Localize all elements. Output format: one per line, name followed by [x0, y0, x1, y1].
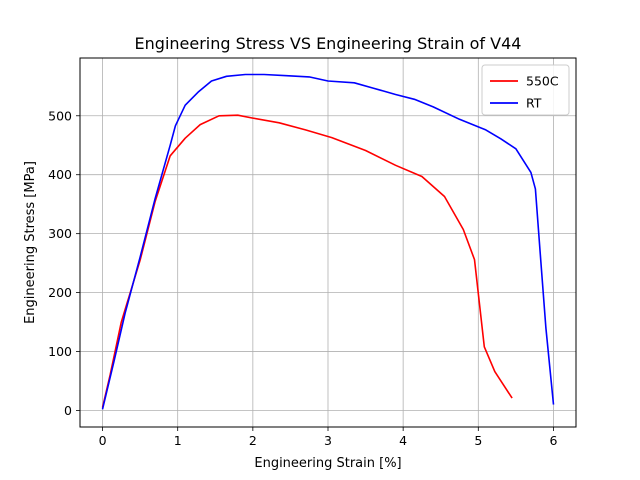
y-tick-label: 300: [48, 226, 72, 241]
x-tick-label: 2: [249, 433, 257, 448]
x-tick-label: 6: [549, 433, 557, 448]
y-axis-label: Engineering Stress [MPa]: [23, 161, 38, 324]
axis-ticks: 0 1 2 3 4 5 6 0 100 200 300 400 500: [48, 108, 557, 448]
legend-label-rt: RT: [526, 96, 542, 111]
x-tick-label: 0: [99, 433, 107, 448]
y-tick-label: 200: [48, 285, 72, 300]
y-tick-label: 400: [48, 167, 72, 182]
series-line-550c: [101, 114, 513, 408]
x-tick-label: 1: [174, 433, 182, 448]
x-tick-label: 4: [399, 433, 407, 448]
chart-title: Engineering Stress VS Engineering Strain…: [135, 34, 522, 53]
y-tick-label: 0: [64, 403, 72, 418]
x-axis-label: Engineering Strain [%]: [254, 456, 401, 471]
x-tick-label: 3: [324, 433, 332, 448]
y-tick-label: 100: [48, 344, 72, 359]
plot-lines: [101, 73, 555, 410]
legend: 550C RT: [481, 64, 570, 116]
x-tick-label: 5: [474, 433, 482, 448]
series-line-rt: [101, 73, 555, 410]
y-tick-label: 500: [48, 108, 72, 123]
legend-label-550c: 550C: [526, 74, 559, 89]
